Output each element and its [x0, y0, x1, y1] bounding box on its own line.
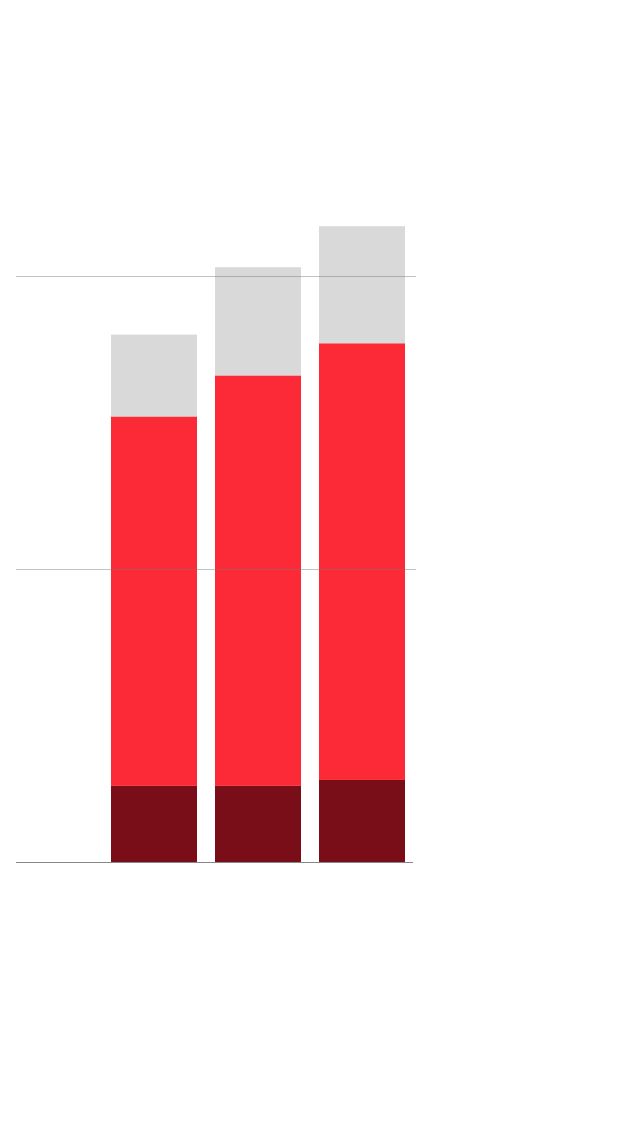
- bar-segment-3-series-2: [319, 343, 405, 780]
- bar-segment-2-series-3: [215, 267, 301, 376]
- bar-segment-1-series-2: [111, 416, 197, 786]
- bar-segment-3-series-3: [319, 226, 405, 344]
- bar-segment-1-series-3: [111, 334, 197, 417]
- bar-segment-2-series-1: [215, 785, 301, 862]
- bar-segment-2-series-2: [215, 375, 301, 786]
- bar-segment-3-series-1: [319, 779, 405, 862]
- bar-segment-1-series-1: [111, 785, 197, 862]
